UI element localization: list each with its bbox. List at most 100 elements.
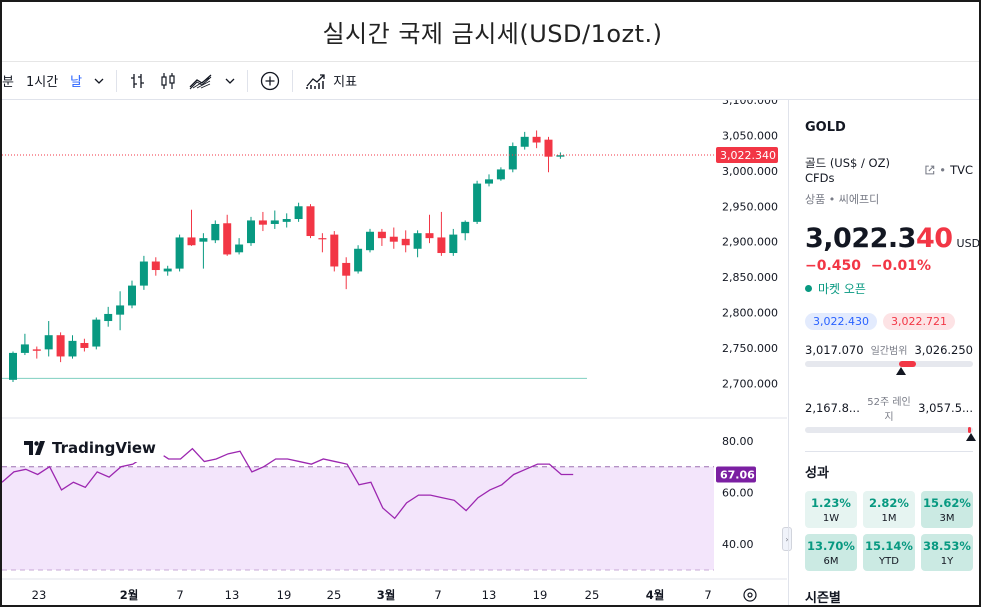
chart-type-chevron-icon[interactable]	[219, 62, 241, 99]
candle	[318, 233, 327, 253]
perf-tile[interactable]: 2.82% 1M	[863, 491, 915, 528]
perf-tile[interactable]: 15.62% 3M	[921, 491, 973, 528]
chart-settings-gear-icon[interactable]	[743, 588, 757, 602]
candle-body	[116, 305, 125, 315]
bar-chart-type-icon[interactable]	[123, 62, 153, 99]
candle	[306, 204, 315, 239]
candle	[449, 228, 458, 256]
time-axis-tick: 7	[176, 588, 183, 602]
perf-tile[interactable]: 38.53% 1Y	[921, 534, 973, 571]
symbol-ticker: GOLD	[805, 120, 846, 135]
area-chart-type-icon[interactable]	[183, 62, 219, 99]
candle-body	[437, 237, 446, 254]
candle	[485, 174, 493, 187]
collapse-panel-chevron-icon[interactable]: ›	[782, 527, 792, 551]
time-axis-tick: 25	[585, 588, 600, 602]
price-axis-tick: 3,000.000	[722, 165, 778, 178]
rsi-axis-tick: 40.00	[722, 538, 754, 551]
price-axis-tick: 2,850.000	[722, 271, 778, 284]
day-range-high: 3,026.250	[914, 342, 973, 357]
candle-body	[223, 223, 232, 255]
candle-chart-type-icon[interactable]	[153, 62, 183, 99]
symbol-description-text: 골드 (US$ / OZ) CFDs	[805, 156, 890, 185]
candle	[139, 255, 148, 290]
price-axis-tick: 2,700.000	[722, 377, 778, 390]
candle-body	[389, 236, 398, 242]
candle-body	[342, 262, 351, 276]
candle	[401, 230, 410, 253]
candle	[223, 214, 232, 256]
week52-range-fill	[967, 427, 972, 433]
compare-plus-icon[interactable]	[254, 62, 286, 99]
indicators-label: 지표	[333, 75, 358, 90]
rsi-axis-tick: 80.00	[722, 435, 754, 448]
candle	[92, 317, 101, 350]
candle	[44, 321, 53, 357]
chart-area[interactable]: 3,100.000 3,050.000 3,000.000 2,950.000 2,90…	[2, 94, 787, 607]
candle-body	[247, 220, 255, 244]
interval-day[interactable]: 날	[70, 75, 83, 90]
candle	[520, 131, 529, 150]
symbol-details-panel: GOLD 골드 (US$ / OZ) CFDs • TVC 상품 • 씨에프디 …	[788, 100, 979, 606]
candle-body	[187, 237, 196, 246]
perf-value: 15.14%	[865, 539, 913, 553]
candle-body	[556, 155, 565, 157]
candle-body	[413, 233, 422, 249]
candle	[56, 332, 65, 363]
last-price-main: 3,022.3	[805, 223, 916, 254]
interval-dropdown-chevron-icon[interactable]	[88, 62, 110, 99]
market-status: 마켓 오픈	[805, 280, 973, 297]
perf-value: 13.70%	[807, 539, 855, 553]
candle	[32, 346, 41, 359]
candle-body	[485, 179, 493, 184]
price-axis-tick: 2,800.000	[722, 307, 778, 320]
candle-body	[151, 261, 160, 271]
candle	[20, 333, 29, 356]
candle-body	[532, 136, 541, 143]
candle	[425, 214, 434, 244]
candle-series	[9, 130, 565, 382]
seasonals-title: 시즌별	[805, 591, 841, 606]
candle-body	[354, 248, 363, 272]
interval-minute[interactable]: 분	[2, 75, 14, 90]
time-axis-tick: 7	[434, 588, 441, 602]
week52-range-high: 3,057.5...	[918, 401, 973, 415]
candle-body	[20, 344, 29, 353]
candle	[342, 257, 351, 290]
candle-body	[32, 349, 41, 351]
symbol-description: 골드 (US$ / OZ) CFDs • TVC	[805, 155, 973, 185]
performance-title: 성과	[805, 466, 829, 481]
candle-body	[318, 238, 327, 240]
perf-tile[interactable]: 13.70% 6M	[805, 534, 857, 571]
price-axis-tick: 3,100.000	[722, 100, 778, 107]
candle	[282, 213, 291, 228]
candle-body	[366, 231, 374, 251]
price-axis-tick: 2,900.000	[722, 236, 778, 249]
price-chart[interactable]: 3,100.000 3,050.000 3,000.000 2,950.000 2,90…	[2, 94, 787, 607]
candle	[163, 265, 172, 276]
perf-period: 1M	[881, 513, 897, 524]
perf-tile[interactable]: 15.14% YTD	[863, 534, 915, 571]
candle	[556, 152, 565, 159]
day-range-label: 일간범위	[870, 346, 908, 357]
external-link-icon[interactable]	[924, 164, 936, 176]
interval-hour[interactable]: 1시간	[25, 75, 59, 90]
candle-body	[449, 234, 458, 254]
candle	[496, 167, 505, 181]
candle	[80, 338, 89, 352]
candle	[377, 228, 386, 246]
perf-period: 6M	[823, 556, 839, 567]
candle	[330, 231, 339, 272]
price-axis-tick: 2,950.000	[722, 200, 778, 213]
gear-ring	[743, 588, 757, 602]
candle-body	[199, 238, 208, 242]
indicators-button[interactable]: 지표	[299, 62, 363, 99]
perf-period: 3M	[939, 513, 955, 524]
candle-body	[68, 340, 77, 357]
perf-tile[interactable]: 1.23% 1W	[805, 491, 857, 528]
panel-divider	[805, 451, 973, 452]
candle	[366, 228, 374, 253]
candle-body	[282, 219, 291, 222]
candle-body	[128, 285, 136, 306]
rsi-line	[2, 447, 574, 520]
